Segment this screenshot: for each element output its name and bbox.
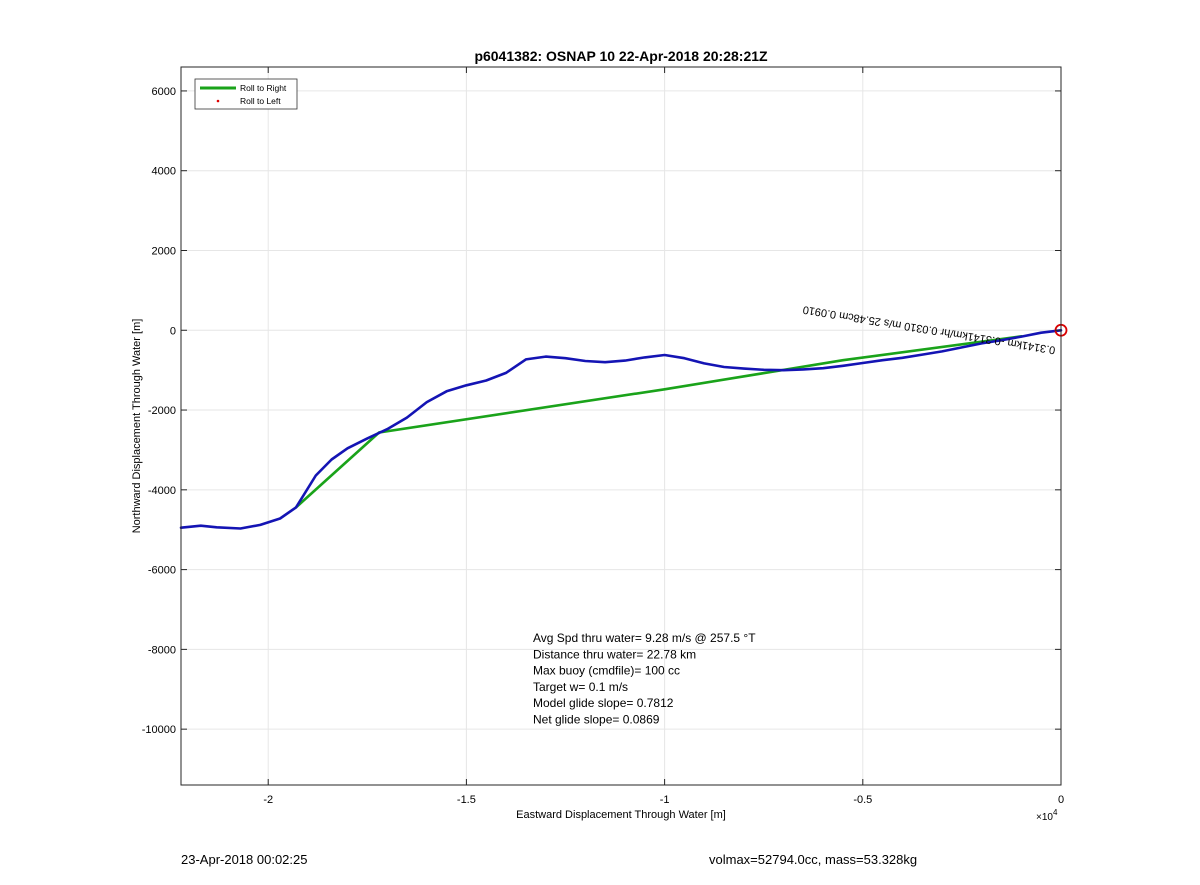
stats-line: Net glide slope= 0.0869 — [533, 713, 660, 727]
plot-frame — [180, 66, 1062, 786]
chart-title: p6041382: OSNAP 10 22-Apr-2018 20:28:21Z — [474, 48, 768, 64]
series-roll-to-right — [294, 334, 1023, 509]
footer-timestamp: 23-Apr-2018 00:02:25 — [181, 852, 308, 867]
x-axis-exponent: ×104 — [1036, 808, 1058, 823]
grid-lines — [181, 67, 1062, 785]
y-tick-label: 4000 — [152, 166, 176, 178]
legend-label-roll-left: Roll to Left — [240, 96, 281, 106]
y-tick-label: -6000 — [148, 565, 176, 577]
stats-line: Max buoy (cmdfile)= 100 cc — [533, 664, 680, 678]
x-axis-exponent-base: ×10 — [1036, 812, 1053, 823]
x-tick-label: -1.5 — [457, 794, 476, 806]
stats-line: Avg Spd thru water= 9.28 m/s @ 257.5 °T — [533, 631, 756, 645]
footer-volmax-mass: volmax=52794.0cc, mass=53.328kg — [709, 852, 918, 867]
x-axis-label: Eastward Displacement Through Water [m] — [516, 809, 726, 821]
y-axis-label: Northward Displacement Through Water [m] — [131, 319, 143, 534]
plot-background — [181, 67, 1061, 785]
x-axis-exponent-power: 4 — [1053, 808, 1058, 817]
legend-swatch-roll-left — [216, 99, 220, 103]
y-tick-label: 6000 — [152, 86, 176, 98]
series-track — [179, 328, 1063, 530]
y-tick-label: -4000 — [148, 485, 176, 497]
legend-label-roll-right: Roll to Right — [240, 83, 287, 93]
legend: Roll to Right Roll to Left — [194, 78, 298, 110]
x-tick-label: -0.5 — [853, 794, 872, 806]
stats-line: Target w= 0.1 m/s — [533, 680, 628, 694]
stats-line: Model glide slope= 0.7812 — [533, 696, 674, 710]
y-tick-label: 0 — [170, 325, 176, 337]
y-tick-label: 2000 — [152, 245, 176, 257]
stats-annotation: Avg Spd thru water= 9.28 m/s @ 257.5 °T D… — [533, 631, 756, 727]
x-tick-label: -2 — [263, 794, 273, 806]
y-tick-label: -10000 — [142, 724, 176, 736]
x-tick-label: -1 — [660, 794, 670, 806]
y-tick-label: -2000 — [148, 405, 176, 417]
stats-line: Distance thru water= 22.78 km — [533, 647, 696, 661]
legend-box — [194, 78, 298, 110]
y-tick-label: -8000 — [148, 644, 176, 656]
x-tick-label: 0 — [1058, 794, 1064, 806]
x-axis: -2 -1.5 -1 -0.5 0 — [263, 67, 1064, 806]
y-axis: 6000 4000 2000 0 -2000 -4000 -6000 -8000 -10000 — [142, 86, 1061, 736]
